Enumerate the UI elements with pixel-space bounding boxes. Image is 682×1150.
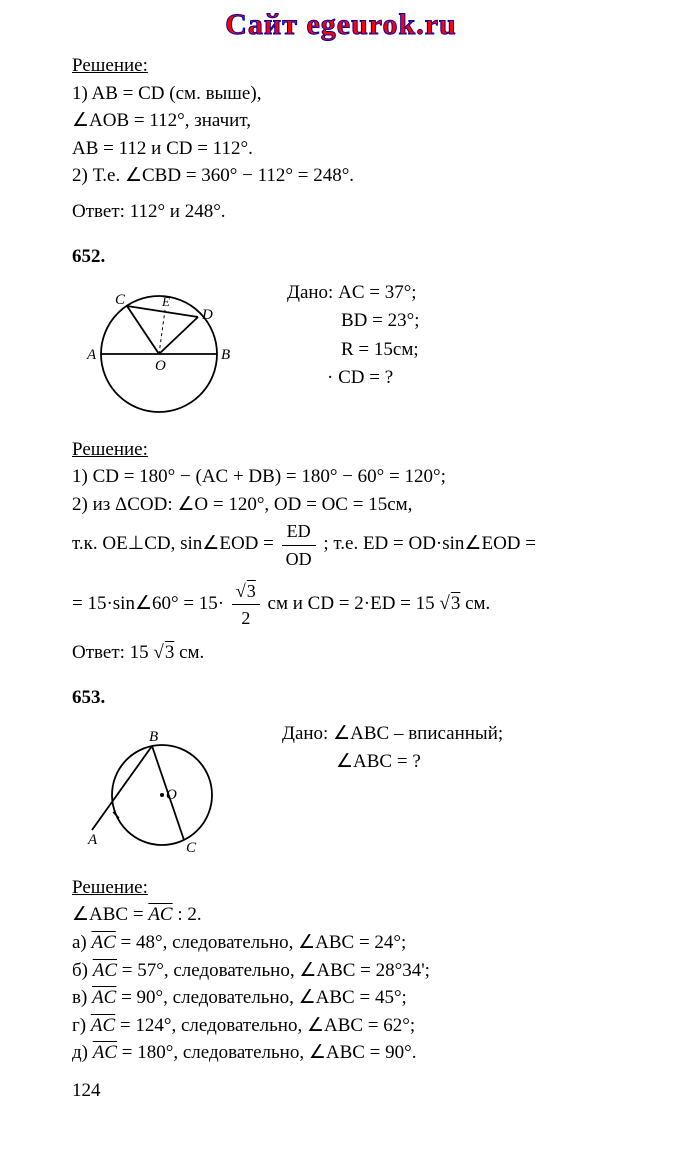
given-line: CD = ? <box>338 367 393 388</box>
watermark-text: Сайт egeurok.ru <box>0 0 682 46</box>
problem-652-row: A B C D E O Дано: AC = 37°; BD = 23°; R = 15с… <box>72 279 622 424</box>
denominator: 2 <box>232 605 260 631</box>
given-652: Дано: AC = 37°; BD = 23°; R = 15см; · CD… <box>287 279 420 393</box>
problem-number-652: 652. <box>72 243 622 271</box>
sol652-line: 2) из ΔCOD: ∠O = 120°, OD = OC = 15см, <box>72 491 622 519</box>
sol1-line: 1) AB = CD (см. выше), <box>72 80 622 108</box>
given-line: AC = 37°; <box>338 282 417 303</box>
sol653-row: д) AC = 180°, следовательно, ∠ABC = 90°. <box>72 1039 622 1067</box>
denominator: OD <box>282 546 316 572</box>
sol653-row: г) AC = 124°, следовательно, ∠ABC = 62°; <box>72 1012 622 1040</box>
problem-number-653: 653. <box>72 684 622 712</box>
sol653-line: ∠ABC = AC : 2. <box>72 901 622 929</box>
solution-heading-652: Решение: <box>72 436 622 464</box>
sol1-line: ∠AOB = 112°, значит, <box>72 107 622 135</box>
arc: AC <box>148 901 172 929</box>
given-line: ∠ABC = ? <box>282 748 503 777</box>
sqrt: 3 <box>450 593 461 614</box>
sol652-line: 1) CD = 180° − (AC + DB) = 180° − 60° = … <box>72 463 622 491</box>
svg-text:E: E <box>161 294 170 309</box>
problem-653-row: A B C O Дано: ∠ABC – вписанный; ∠ABC = ? <box>72 720 622 870</box>
given-line: ∠ABC – вписанный; <box>333 723 503 744</box>
text: Ответ: 15 <box>72 642 149 663</box>
text: см и CD = 2·ED = 15 <box>268 593 435 614</box>
text: = 15·sin∠60° = 15· <box>72 593 224 614</box>
svg-text:B: B <box>221 347 230 363</box>
sol652-line: = 15·sin∠60° = 15· √3 2 см и CD = 2·ED =… <box>72 578 622 631</box>
text: см. <box>179 642 204 663</box>
numerator: √3 <box>232 578 260 605</box>
svg-text:C: C <box>115 292 126 308</box>
sol653-row: в) AC = 90°, следовательно, ∠ABC = 45°; <box>72 984 622 1012</box>
sol652-answer: Ответ: 15 √3 см. <box>72 639 622 667</box>
given-line: BD = 23°; <box>287 307 420 336</box>
svg-text:A: A <box>86 347 97 363</box>
svg-text:B: B <box>149 729 158 745</box>
solution-heading-1: Решение: <box>72 52 622 80</box>
diagram-653: A B C O <box>72 720 242 870</box>
numerator: ED <box>282 518 316 545</box>
text: : 2. <box>177 904 201 925</box>
diagram-652: A B C D E O <box>72 279 247 424</box>
text: т.к. OE⊥CD, sin∠EOD = <box>72 533 279 554</box>
svg-text:O: O <box>166 787 177 803</box>
svg-text:A: A <box>87 832 98 848</box>
page-number: 124 <box>72 1077 622 1105</box>
svg-text:C: C <box>186 840 197 856</box>
svg-text:O: O <box>155 358 166 374</box>
given-heading: Дано: <box>282 723 328 744</box>
text: ; т.е. ED = OD·sin∠EOD = <box>323 533 536 554</box>
given-line: R = 15см; <box>287 336 420 365</box>
sol653-rows: а) AC = 48°, следовательно, ∠ABC = 24°;б… <box>72 929 622 1067</box>
fraction: ED OD <box>282 518 316 571</box>
sol1-answer: Ответ: 112° и 248°. <box>72 198 622 226</box>
given-653: Дано: ∠ABC – вписанный; ∠ABC = ? <box>282 720 503 777</box>
sol653-row: а) AC = 48°, следовательно, ∠ABC = 24°; <box>72 929 622 957</box>
given-heading: Дано: <box>287 282 333 303</box>
sol653-row: б) AC = 57°, следовательно, ∠ABC = 28°34… <box>72 957 622 985</box>
sqrt: 3 <box>164 642 175 663</box>
sol1-line: AB = 112 и CD = 112°. <box>72 135 622 163</box>
text: см. <box>465 593 490 614</box>
text: ∠ABC = <box>72 904 148 925</box>
page-content: Решение: 1) AB = CD (см. выше), ∠AOB = 1… <box>0 52 682 1114</box>
sol1-line: 2) Т.е. ∠CBD = 360° − 112° = 248°. <box>72 162 622 190</box>
solution-heading-653: Решение: <box>72 874 622 902</box>
sol652-line: т.к. OE⊥CD, sin∠EOD = ED OD ; т.е. ED = … <box>72 518 622 571</box>
fraction: √3 2 <box>232 578 260 631</box>
svg-text:D: D <box>201 307 213 323</box>
